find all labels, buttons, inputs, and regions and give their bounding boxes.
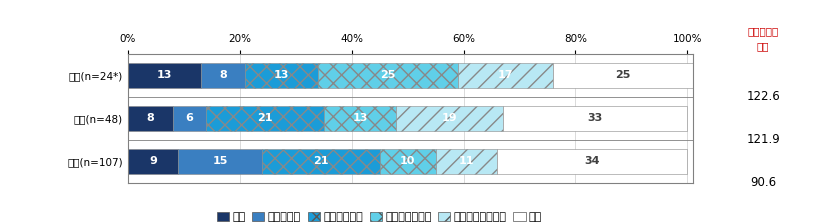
Bar — [128, 63, 200, 88]
Bar — [458, 63, 553, 88]
Text: 34: 34 — [585, 156, 600, 166]
Text: 25: 25 — [615, 70, 631, 80]
Text: 25: 25 — [380, 70, 396, 80]
Bar — [502, 106, 687, 131]
Text: 8: 8 — [219, 70, 227, 80]
Text: 122.6: 122.6 — [747, 90, 780, 103]
Bar — [172, 106, 206, 131]
Text: 21: 21 — [257, 113, 273, 123]
Bar — [553, 63, 693, 88]
Text: 13: 13 — [352, 113, 368, 123]
Text: 日数: 日数 — [757, 41, 770, 51]
Text: 17: 17 — [497, 70, 513, 80]
Bar — [380, 149, 436, 174]
Bar — [262, 149, 380, 174]
Text: 6: 6 — [186, 113, 193, 123]
Bar — [497, 149, 687, 174]
Text: 10: 10 — [400, 156, 415, 166]
Text: 9: 9 — [149, 156, 157, 166]
Bar — [245, 63, 318, 88]
Text: 11: 11 — [459, 156, 474, 166]
Bar — [178, 149, 262, 174]
Bar — [318, 63, 458, 88]
Bar — [323, 106, 397, 131]
Text: 33: 33 — [587, 113, 603, 123]
Bar — [397, 106, 502, 131]
Bar — [436, 149, 497, 174]
Text: 15: 15 — [213, 156, 228, 166]
Text: 21: 21 — [314, 156, 328, 166]
Bar — [128, 106, 172, 131]
Bar — [128, 149, 178, 174]
Legend: ０日, １～１４日, １５～６０日, ６１～１８０日, １８１～３６５日, ＮＡ: ０日, １～１４日, １５～６０日, ６１～１８０日, １８１～３６５日, ＮＡ — [212, 207, 547, 223]
Text: 13: 13 — [274, 70, 290, 80]
Text: 121.9: 121.9 — [747, 133, 780, 146]
Text: 13: 13 — [157, 70, 172, 80]
Text: 19: 19 — [442, 113, 457, 123]
Text: 平均非就業: 平均非就業 — [747, 26, 779, 36]
Bar — [200, 63, 245, 88]
Text: 90.6: 90.6 — [750, 176, 776, 189]
Text: 8: 8 — [146, 113, 154, 123]
Bar — [206, 106, 323, 131]
